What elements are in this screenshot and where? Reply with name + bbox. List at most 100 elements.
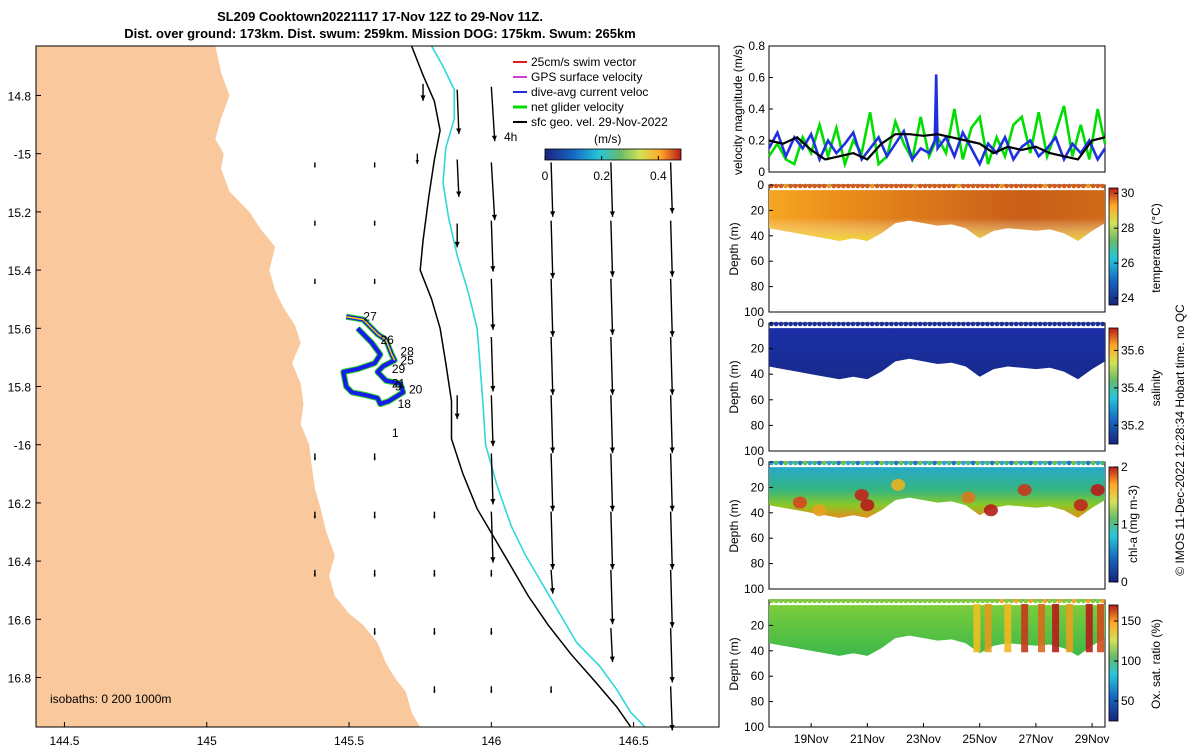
map-latitude-ticks: 14.8 -15 15.2 15.4 15.6 15.8 -16 16.2 16.4 16.6 16… xyxy=(8,89,41,686)
chla-dot xyxy=(1090,460,1096,466)
sfc-vector xyxy=(669,278,675,337)
velocity-ytick-label: 0.2 xyxy=(748,134,765,148)
velocity-ylabel: velocity magnitude (m/s) xyxy=(731,45,745,175)
sfc-vector-head xyxy=(609,656,615,663)
salinity-colorbar-ticks: 35.2 35.4 35.6 xyxy=(1114,343,1145,432)
sal-dot xyxy=(1028,321,1033,327)
sal-dot xyxy=(922,321,928,327)
time-tick-label: 29Nov xyxy=(1075,732,1110,746)
temp-dot xyxy=(994,183,1000,189)
oxy-dot xyxy=(893,598,899,604)
chla-surface-dots xyxy=(769,460,1105,466)
chla-ytick-label: 20 xyxy=(751,480,765,494)
chla-ylabel: Depth (m) xyxy=(727,499,741,552)
oxygen-y-ticks: 20 40 60 80 100 xyxy=(744,618,773,734)
sfc-vector xyxy=(669,628,675,683)
sfc-vector-head xyxy=(669,389,675,395)
sfc-vector xyxy=(373,278,376,284)
sfc-vector-head xyxy=(669,271,675,277)
sfc-vector-head xyxy=(373,515,376,519)
chla-dot xyxy=(807,460,813,466)
chla-dot xyxy=(831,460,837,466)
oxygen-surface-dots xyxy=(769,598,1105,604)
chla-dot xyxy=(769,460,774,466)
oxy-dot xyxy=(932,598,937,604)
sfc-vector-shaft xyxy=(669,686,674,731)
temp-dot xyxy=(1023,183,1029,189)
oxy-dot xyxy=(946,598,952,604)
sfc-vector-head xyxy=(490,574,493,577)
day-label: 21 xyxy=(392,377,406,391)
sfc-vector-head xyxy=(490,266,496,272)
oxy-dot xyxy=(1018,598,1024,604)
oxy-dot xyxy=(783,598,789,604)
chla-dot xyxy=(913,460,918,466)
sfc-vector-shaft xyxy=(550,453,554,512)
sal-dot xyxy=(1018,321,1024,327)
sal-dot xyxy=(985,321,990,327)
map-xtick-label: 145.5 xyxy=(334,734,364,748)
temp-ctick-label: 30 xyxy=(1121,186,1135,200)
sal-dot xyxy=(860,321,865,327)
oxy-ytick-label: 60 xyxy=(751,669,765,683)
oxy-dot xyxy=(869,598,875,604)
sfc-vector-head xyxy=(669,724,675,731)
sal-dot xyxy=(797,321,803,327)
chla-dot xyxy=(1066,460,1072,466)
temp-dot xyxy=(1047,183,1053,189)
sal-dot xyxy=(989,321,995,327)
time-tick-label: 25Nov xyxy=(962,732,997,746)
chla-dot xyxy=(778,460,784,466)
day-label: 9 xyxy=(395,380,402,394)
sfc-vector xyxy=(313,569,317,577)
chla-dot xyxy=(817,460,822,466)
sfc-vector-head xyxy=(550,505,556,512)
colorbar-tick-label: 0 xyxy=(542,169,549,183)
chla-dot xyxy=(836,460,841,466)
sfc-vector xyxy=(490,395,496,447)
oxy-dot xyxy=(951,598,957,604)
sal-ytick-label: 100 xyxy=(744,444,764,458)
oxygen-band xyxy=(1038,604,1046,653)
chla-dot xyxy=(773,460,779,466)
map-ytick-label: 16.4 xyxy=(8,555,32,569)
velocity-line xyxy=(768,133,1106,161)
temperature-y-ticks: 0 20 40 60 80 100 xyxy=(744,178,773,319)
sfc-vector xyxy=(669,220,675,277)
sfc-vector-shaft xyxy=(456,159,460,197)
temp-dot xyxy=(908,183,913,189)
temp-dot xyxy=(1009,183,1014,189)
chla-dot xyxy=(841,460,846,466)
temp-dot xyxy=(1042,183,1048,189)
sfc-vector xyxy=(550,220,556,279)
oxygen-colorbar-ticks: 50 100 150 xyxy=(1114,614,1141,708)
sfc-vector-head xyxy=(550,211,556,217)
temp-ytick-label: 80 xyxy=(751,280,765,294)
sal-dot xyxy=(1090,321,1096,327)
sfc-vector-head xyxy=(609,329,615,335)
credit-line: © IMOS 11-Dec-2022 12:28:34 Hobart time.… xyxy=(1173,304,1187,576)
temp-dot xyxy=(985,183,990,189)
sfc-vector-head xyxy=(669,207,675,214)
sal-dot xyxy=(965,321,971,327)
oxy-dot xyxy=(956,598,961,604)
sfc-vector xyxy=(490,453,496,505)
legend-gps: GPS surface velocity xyxy=(531,70,642,84)
chla-dot xyxy=(946,460,952,466)
map-ytick-label: 16.8 xyxy=(8,672,32,686)
temp-dot xyxy=(889,183,894,189)
sfc-vector-head xyxy=(550,272,556,279)
sal-dot xyxy=(865,321,870,327)
temp-dot xyxy=(1028,183,1033,189)
sal-dot xyxy=(831,321,837,327)
sfc-vector-head xyxy=(373,632,376,635)
sal-dot xyxy=(884,321,889,327)
sfc-vector-head xyxy=(454,241,460,248)
sfc-vector xyxy=(549,686,553,694)
sfc-vector-head xyxy=(433,515,436,519)
oxy-dot xyxy=(1028,598,1033,604)
chla-dot xyxy=(821,460,827,466)
sfc-vector-shaft xyxy=(610,278,614,335)
chla-dot xyxy=(898,460,904,466)
